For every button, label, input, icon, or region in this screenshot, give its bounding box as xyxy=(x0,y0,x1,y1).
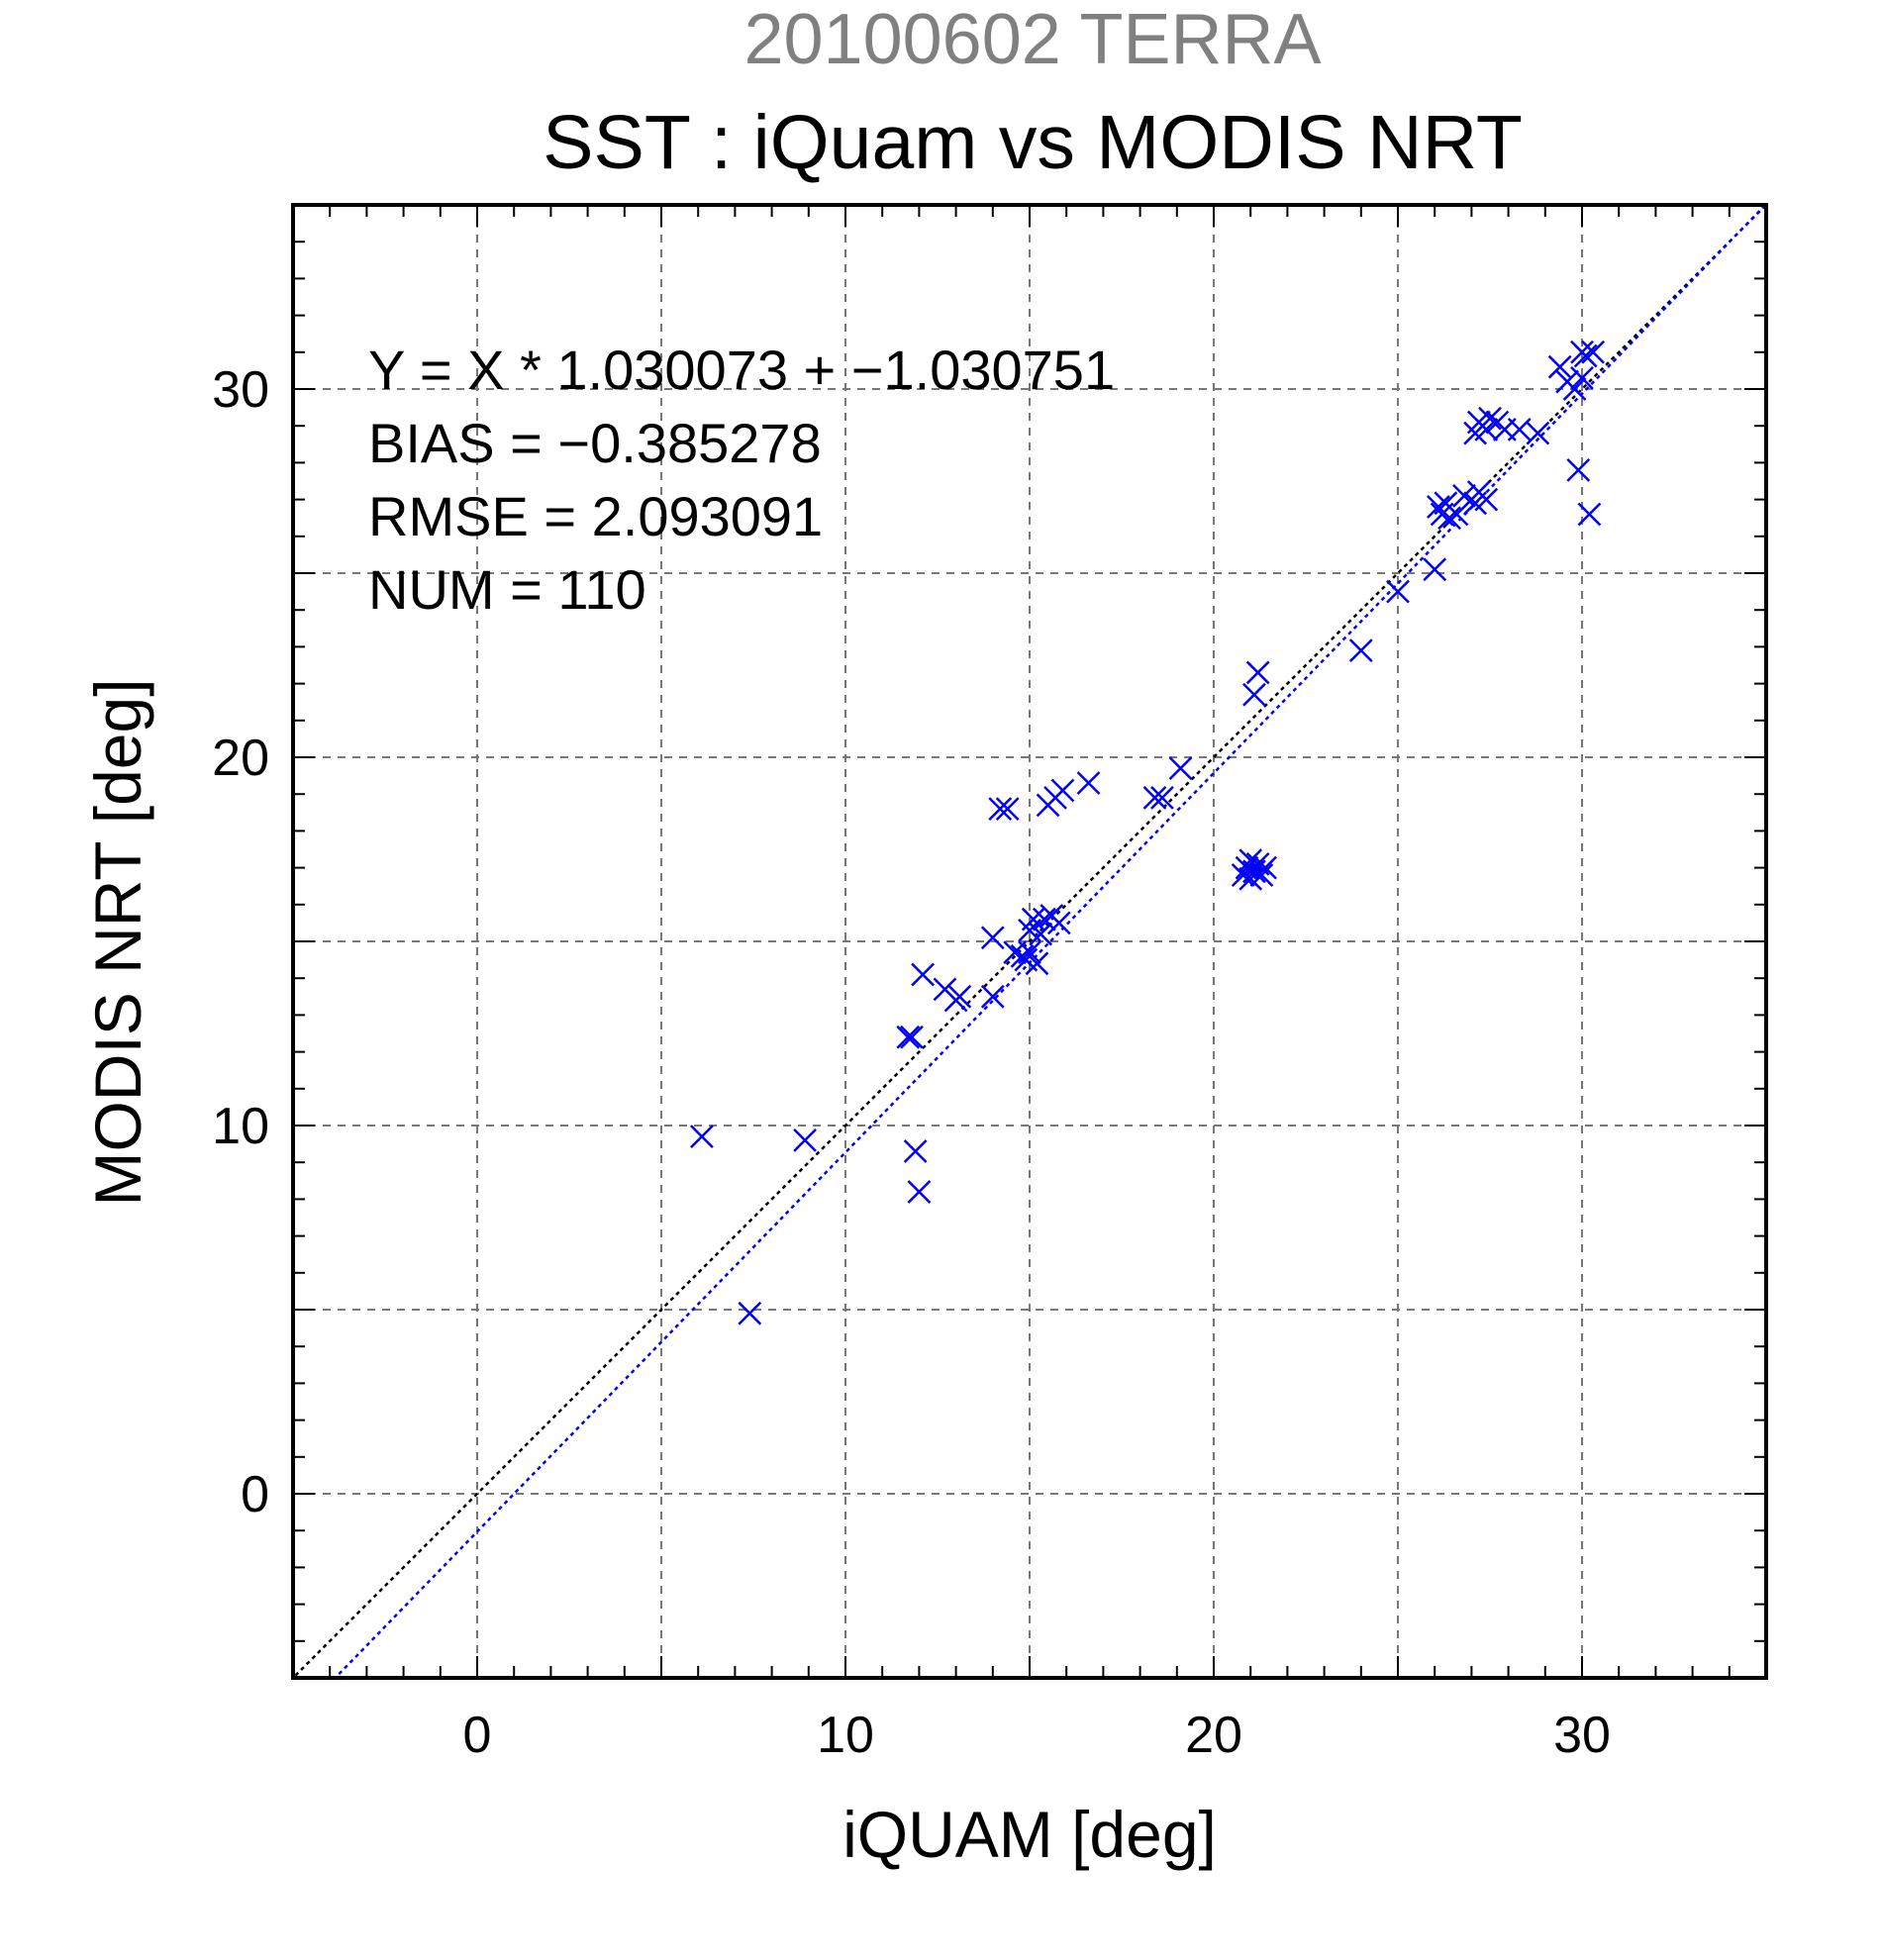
data-point xyxy=(1029,922,1053,946)
stats-box: Y = X * 1.030073 + −1.030751 BIAS = −0.3… xyxy=(368,339,1115,621)
data-point xyxy=(1507,418,1532,441)
stat-rmse: RMSE = 2.093091 xyxy=(368,485,823,547)
x-tick-label: 20 xyxy=(1185,1707,1242,1764)
data-point xyxy=(911,962,936,987)
data-point xyxy=(1566,457,1591,482)
data-point xyxy=(1076,771,1101,795)
data-point xyxy=(1046,911,1071,935)
plot-area xyxy=(293,205,1766,1678)
y-tick-label: 20 xyxy=(212,730,269,787)
y-tick-label: 10 xyxy=(212,1098,269,1155)
data-point xyxy=(980,926,1005,950)
data-point xyxy=(947,984,972,1009)
data-point xyxy=(1547,354,1572,379)
data-point xyxy=(1573,343,1598,368)
data-point xyxy=(1245,660,1270,685)
data-points xyxy=(690,340,1606,1325)
stat-bias: BIAS = −0.385278 xyxy=(368,412,822,474)
data-point xyxy=(1562,377,1587,401)
data-point xyxy=(1142,786,1167,810)
x-tick-label: 10 xyxy=(817,1707,874,1764)
chart-title: SST : iQuam vs MODIS NRT xyxy=(543,100,1523,185)
data-point xyxy=(1526,421,1550,445)
data-point xyxy=(1348,638,1373,663)
data-point xyxy=(1249,863,1274,887)
data-point xyxy=(1150,786,1174,810)
y-tick-label: 0 xyxy=(241,1466,269,1523)
data-point xyxy=(1168,756,1193,781)
data-point xyxy=(1478,406,1502,431)
y-tick-label: 30 xyxy=(212,361,269,419)
data-point xyxy=(1423,557,1447,582)
data-point xyxy=(1018,940,1041,965)
data-point xyxy=(690,1125,714,1149)
data-point xyxy=(900,1025,924,1049)
data-point xyxy=(1570,365,1594,390)
data-point xyxy=(738,1301,762,1325)
data-point xyxy=(1581,340,1606,364)
data-point xyxy=(1577,502,1602,527)
data-point xyxy=(1050,778,1075,803)
tick-labels: 0 10 20 30 0 10 20 30 xyxy=(212,361,1611,1764)
data-point xyxy=(896,1025,921,1049)
x-axis-label: iQUAM [deg] xyxy=(842,1798,1217,1871)
data-point xyxy=(1386,579,1410,604)
data-point xyxy=(980,984,1005,1009)
data-point xyxy=(1253,855,1277,880)
data-point xyxy=(1021,907,1045,931)
data-point xyxy=(907,1180,932,1204)
stat-num: NUM = 110 xyxy=(368,558,646,621)
data-point xyxy=(1474,487,1499,512)
data-point xyxy=(1437,506,1461,531)
x-tick-label: 30 xyxy=(1553,1707,1611,1764)
data-point xyxy=(1444,502,1469,527)
x-tick-label: 0 xyxy=(463,1707,492,1764)
data-point xyxy=(995,797,1020,821)
data-point xyxy=(793,1127,817,1152)
chart-suptitle: 20100602 TERRA xyxy=(743,0,1321,79)
stat-regression: Y = X * 1.030073 + −1.030751 xyxy=(368,339,1115,401)
grid-lines xyxy=(293,205,1766,1678)
plot-frame xyxy=(291,203,1768,1680)
data-point xyxy=(988,797,1013,821)
data-point xyxy=(903,1139,928,1163)
data-point xyxy=(1452,483,1476,508)
data-point xyxy=(1242,682,1266,707)
data-point xyxy=(1032,907,1056,931)
y-axis-label: MODIS NRT [deg] xyxy=(81,678,154,1206)
data-point xyxy=(1025,951,1049,976)
